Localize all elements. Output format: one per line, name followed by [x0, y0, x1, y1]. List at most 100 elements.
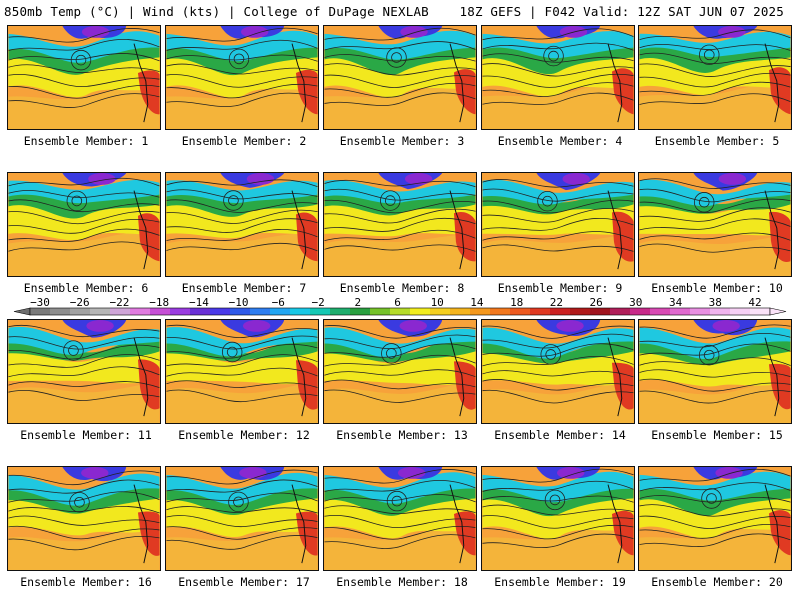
temperature-map — [7, 25, 161, 130]
colorbar-swatch — [210, 308, 231, 315]
temperature-map — [481, 172, 635, 277]
colorbar-swatch — [410, 308, 431, 315]
colorbar-swatch — [250, 308, 271, 315]
temperature-map — [7, 466, 161, 571]
colorbar-tick-label: 6 — [394, 296, 401, 309]
ensemble-panel: Ensemble Member: 7 — [165, 172, 319, 295]
colorbar-tick-label: 14 — [470, 296, 484, 309]
ensemble-panel: Ensemble Member: 14 — [481, 319, 635, 442]
ensemble-member-label: Ensemble Member: 9 — [497, 281, 623, 295]
colorbar-tick-label: 2 — [354, 296, 361, 309]
temperature-map — [165, 319, 319, 424]
colorbar-tick-label: −14 — [189, 296, 209, 309]
temperature-map — [7, 172, 161, 277]
ensemble-panel: Ensemble Member: 2 — [165, 25, 319, 148]
ensemble-panel: Ensemble Member: 1 — [7, 25, 161, 148]
temperature-map — [323, 466, 477, 571]
ensemble-member-label: Ensemble Member: 1 — [23, 134, 149, 148]
colorbar-swatch — [630, 308, 651, 315]
colorbar-swatch — [270, 308, 291, 315]
ensemble-member-label: Ensemble Member: 17 — [178, 575, 310, 589]
ensemble-member-label: Ensemble Member: 3 — [339, 134, 465, 148]
ensemble-member-label: Ensemble Member: 2 — [181, 134, 307, 148]
ensemble-panel: Ensemble Member: 16 — [7, 466, 161, 589]
ensemble-member-label: Ensemble Member: 4 — [497, 134, 623, 148]
colorbar-tick-label: −26 — [70, 296, 90, 309]
colorbar-swatch — [190, 308, 211, 315]
colorbar-swatch — [550, 308, 571, 315]
ensemble-panel: Ensemble Member: 20 — [638, 466, 792, 589]
temperature-map — [638, 319, 792, 424]
colorbar-swatch — [290, 308, 311, 315]
temperature-map — [323, 172, 477, 277]
ensemble-panel: Ensemble Member: 13 — [323, 319, 477, 442]
temperature-map — [165, 25, 319, 130]
ensemble-panel: Ensemble Member: 15 — [638, 319, 792, 442]
colorbar-swatch — [590, 308, 611, 315]
temperature-map — [638, 25, 792, 130]
colorbar-tick-label: 26 — [589, 296, 602, 309]
colorbar-swatch — [30, 308, 51, 315]
colorbar-tick-label: 22 — [550, 296, 563, 309]
temperature-map — [323, 25, 477, 130]
temperature-map — [638, 172, 792, 277]
colorbar-swatch — [650, 308, 671, 315]
temperature-map — [481, 319, 635, 424]
temperature-map — [638, 466, 792, 571]
colorbar-swatch — [470, 308, 491, 315]
colorbar-swatch — [170, 308, 191, 315]
temperature-map — [481, 25, 635, 130]
ensemble-panel: Ensemble Member: 18 — [323, 466, 477, 589]
ensemble-panel: Ensemble Member: 3 — [323, 25, 477, 148]
colorbar-swatch — [670, 308, 691, 315]
colorbar-tick-label: 38 — [709, 296, 722, 309]
temperature-map — [165, 172, 319, 277]
colorbar-swatch — [490, 308, 511, 315]
ensemble-panel: Ensemble Member: 17 — [165, 466, 319, 589]
ensemble-member-label: Ensemble Member: 19 — [494, 575, 626, 589]
colorbar-swatch — [570, 308, 591, 315]
colorbar-tick-label: 34 — [669, 296, 683, 309]
ensemble-panel: Ensemble Member: 5 — [638, 25, 792, 148]
colorbar-tick-label: 10 — [431, 296, 444, 309]
ensemble-panel: Ensemble Member: 19 — [481, 466, 635, 589]
ensemble-member-label: Ensemble Member: 16 — [20, 575, 152, 589]
temperature-map — [323, 319, 477, 424]
ensemble-member-label: Ensemble Member: 18 — [336, 575, 468, 589]
ensemble-member-label: Ensemble Member: 8 — [339, 281, 465, 295]
colorbar-swatch — [710, 308, 731, 315]
colorbar-swatch — [430, 308, 451, 315]
temperature-colorbar: −30 −26 −22 −18 −14 −10 −6 −2 2 6 10 14 18 22 26 30 34 38… — [0, 296, 800, 320]
temperature-map — [165, 466, 319, 571]
colorbar-swatch — [370, 308, 391, 315]
colorbar-tick-label: 30 — [629, 296, 642, 309]
colorbar-swatch — [230, 308, 251, 315]
colorbar-swatch — [330, 308, 351, 315]
ensemble-member-label: Ensemble Member: 14 — [494, 428, 626, 442]
run-valid-time: 18Z GEFS | F042 Valid: 12Z SAT JUN 07 20… — [459, 4, 784, 19]
temperature-map — [7, 319, 161, 424]
ensemble-member-label: Ensemble Member: 5 — [654, 134, 780, 148]
colorbar-tick-label: −6 — [272, 296, 285, 309]
colorbar-swatch — [390, 308, 411, 315]
temperature-map — [481, 466, 635, 571]
colorbar-swatch — [90, 308, 111, 315]
ensemble-member-label: Ensemble Member: 20 — [651, 575, 783, 589]
ensemble-member-label: Ensemble Member: 13 — [336, 428, 468, 442]
ensemble-panel: Ensemble Member: 8 — [323, 172, 477, 295]
ensemble-panel: Ensemble Member: 6 — [7, 172, 161, 295]
colorbar-swatch — [730, 308, 751, 315]
ensemble-member-label: Ensemble Member: 6 — [23, 281, 149, 295]
ensemble-member-label: Ensemble Member: 11 — [20, 428, 152, 442]
colorbar-tick-label: −22 — [109, 296, 129, 309]
ensemble-member-label: Ensemble Member: 12 — [178, 428, 310, 442]
ensemble-panel: Ensemble Member: 4 — [481, 25, 635, 148]
colorbar-tick-label: −2 — [311, 296, 324, 309]
colorbar-swatch — [110, 308, 131, 315]
colorbar-tick-label: −10 — [229, 296, 249, 309]
map-title: 850mb Temp (°C) | Wind (kts) | College o… — [4, 4, 429, 19]
ensemble-panel: Ensemble Member: 11 — [7, 319, 161, 442]
colorbar-swatch — [150, 308, 171, 315]
colorbar-swatch — [350, 308, 371, 315]
colorbar-tick-label: −18 — [149, 296, 169, 309]
